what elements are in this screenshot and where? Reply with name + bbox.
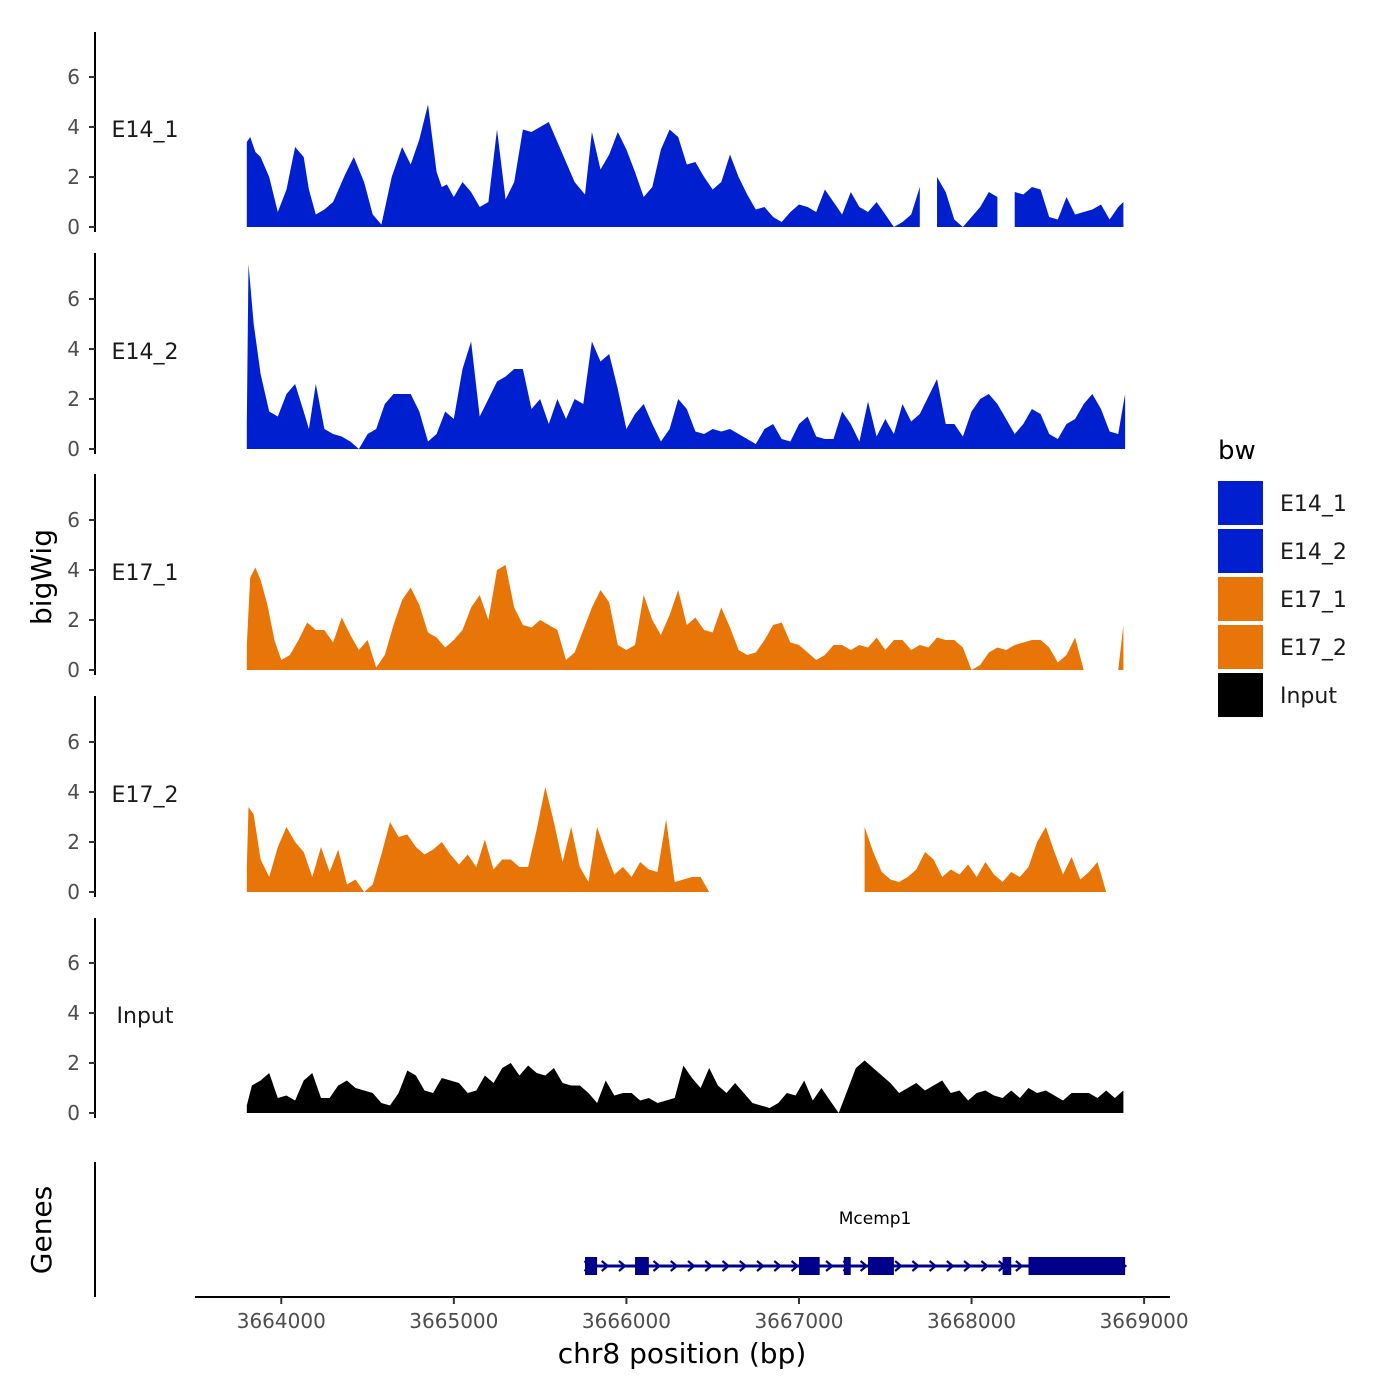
y-tick-label: 2 <box>67 830 80 854</box>
strand-arrow <box>928 1260 938 1272</box>
y-tick-label: 0 <box>67 437 80 461</box>
legend-swatch-e17-1 <box>1218 577 1263 621</box>
gene-exon <box>868 1257 894 1275</box>
track-label: E14_1 <box>112 118 179 143</box>
legend-title: bw <box>1218 436 1256 466</box>
strand-arrow <box>687 1260 696 1272</box>
y-tick-label: 0 <box>67 215 80 239</box>
strand-arrow <box>652 1260 662 1272</box>
y-tick-label: 2 <box>67 165 80 189</box>
track-panel-e14-1: 0 2 4 6 E14_1 <box>67 32 1124 239</box>
y-tick-label: 2 <box>67 387 80 411</box>
x-tick-label: 3668000 <box>927 1309 1016 1333</box>
strand-arrow <box>980 1260 990 1272</box>
y-tick-label: 4 <box>67 1001 80 1025</box>
legend-swatch-e17-2 <box>1218 625 1263 669</box>
signal-area-e14-1 <box>246 104 1124 227</box>
track-panel-e17-1: 0 2 4 6 E17_1 <box>67 474 1124 682</box>
x-axis: 3664000 3665000 3666000 3667000 3668000 36690… <box>195 1296 1189 1333</box>
strand-arrow <box>756 1260 765 1272</box>
strand-arrow <box>601 1260 610 1272</box>
y-axis-title: bigWig <box>25 529 58 625</box>
y-tick-label: 6 <box>67 951 80 975</box>
y-tick-label: 4 <box>67 780 80 804</box>
y-tick-label: 0 <box>67 880 80 904</box>
signal-area-e17-2 <box>246 787 1126 892</box>
y-tick-label: 4 <box>67 115 80 139</box>
gene-exon <box>798 1257 820 1275</box>
legend-label: Input <box>1280 684 1337 709</box>
strand-arrow <box>894 1260 903 1272</box>
track-panel-e14-2: 0 2 4 6 E14_2 <box>67 253 1126 461</box>
strand-arrow <box>911 1260 921 1272</box>
strand-arrow <box>618 1260 627 1272</box>
gene-exon <box>635 1257 649 1275</box>
strand-arrow <box>825 1260 834 1272</box>
y-tick-label: 6 <box>67 730 80 754</box>
y-tick-label: 4 <box>67 558 80 582</box>
x-tick-label: 3669000 <box>1100 1309 1189 1333</box>
track-label: E17_2 <box>112 783 179 808</box>
legend: bw E14_1 E14_2 E17_1 E17_2 Input <box>1218 436 1347 717</box>
strand-arrow <box>790 1260 800 1272</box>
x-tick-label: 3667000 <box>754 1309 843 1333</box>
gene-exon <box>843 1257 851 1275</box>
strand-arrow <box>739 1260 748 1272</box>
legend-label: E17_1 <box>1280 588 1347 613</box>
y-tick-label: 0 <box>67 658 80 682</box>
strand-arrow <box>704 1260 713 1272</box>
y-tick-label: 6 <box>67 65 80 89</box>
y-tick-label: 6 <box>67 287 80 311</box>
track-label: E14_2 <box>112 340 179 365</box>
y-tick-label: 6 <box>67 508 80 532</box>
signal-area-e14-2 <box>246 264 1126 449</box>
y-tick-label: 2 <box>67 1051 80 1075</box>
gene-exon <box>585 1257 598 1275</box>
legend-swatch-input <box>1218 673 1263 717</box>
y-tick-label: 4 <box>67 337 80 361</box>
strand-arrow <box>963 1260 972 1272</box>
legend-swatch-e14-2 <box>1218 529 1263 573</box>
strand-arrow <box>1015 1260 1024 1272</box>
track-label: E17_1 <box>112 561 179 586</box>
legend-label: E17_2 <box>1280 636 1347 661</box>
gene-name-label: Mcemp1 <box>839 1209 912 1229</box>
gene-exon <box>1028 1257 1126 1275</box>
track-panel-e17-2: 0 2 4 6 E17_2 <box>67 696 1126 904</box>
legend-swatch-e14-1 <box>1218 481 1263 525</box>
x-axis-title: chr8 position (bp) <box>558 1337 807 1370</box>
gene-exon <box>1002 1257 1012 1275</box>
legend-label: E14_2 <box>1280 540 1347 565</box>
legend-label: E14_1 <box>1280 492 1347 517</box>
gene-track: Mcemp1 <box>94 1162 1128 1297</box>
y-tick-label: 2 <box>67 608 80 632</box>
signal-area-e17-1 <box>246 565 1124 670</box>
track-label: Input <box>117 1004 174 1029</box>
strand-arrow <box>946 1260 955 1272</box>
genes-axis-title: Genes <box>25 1186 58 1274</box>
x-tick-label: 3665000 <box>409 1309 498 1333</box>
signal-area-input <box>246 1060 1124 1113</box>
strand-arrow <box>859 1260 869 1272</box>
x-tick-label: 3664000 <box>237 1309 326 1333</box>
track-panel-input: 0 2 4 6 Input <box>67 918 1124 1125</box>
x-tick-label: 3666000 <box>582 1309 671 1333</box>
strand-arrow <box>670 1260 679 1272</box>
tracks-layer: 0 2 4 6 E14_1 0 2 4 6 E14_2 0 2 4 6 E17_1 0 2 4 6 E17_2 0 2 4 6… <box>67 32 1126 1125</box>
y-tick-label: 0 <box>67 1101 80 1125</box>
strand-arrow <box>773 1260 782 1272</box>
strand-arrow <box>721 1260 731 1272</box>
